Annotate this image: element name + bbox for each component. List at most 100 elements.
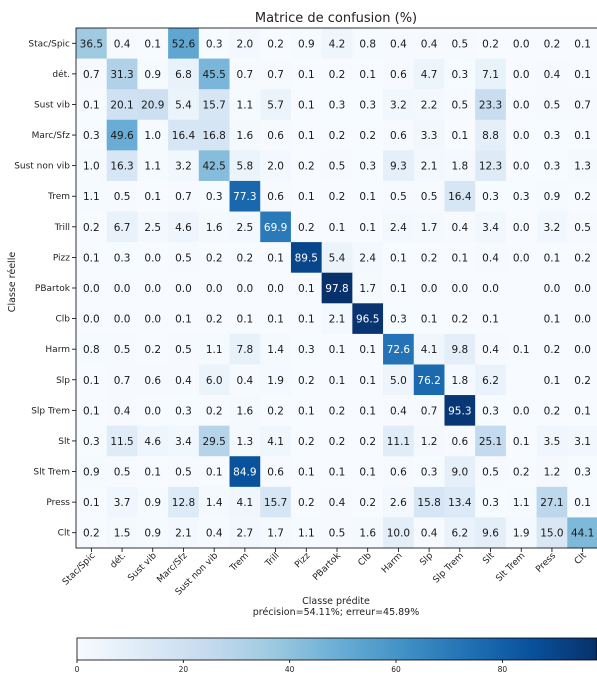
cell-value-label: 0.0: [175, 283, 192, 295]
heatmap-cell: [321, 180, 353, 212]
heatmap-cell: [413, 242, 445, 274]
cell-value-label: 0.1: [144, 38, 161, 50]
cell-value-label: 0.1: [298, 467, 315, 479]
cell-value-label: 0.1: [390, 252, 407, 264]
cell-value-label: 0.0: [513, 405, 530, 417]
cell-value-label: 0.5: [329, 528, 346, 540]
cell-value-label: 1.5: [114, 528, 131, 540]
heatmap-cell: [536, 303, 568, 335]
cell-value-label: 0.6: [144, 375, 161, 387]
cell-value-label: 0.1: [298, 283, 315, 295]
heatmap-cell: [413, 150, 445, 182]
cell-value-label: 0.1: [574, 38, 591, 50]
heatmap-cell: [137, 119, 169, 151]
heatmap-cell: [536, 119, 568, 151]
cell-value-label: 0.4: [390, 405, 407, 417]
cell-value-label: 25.1: [479, 436, 502, 448]
cell-value-label: 0.5: [175, 344, 192, 356]
heatmap-cell: [198, 272, 230, 304]
heatmap-cell: [444, 89, 476, 121]
cell-value-label: 0.1: [359, 191, 376, 203]
heatmap-cell: [198, 395, 230, 427]
heatmap-cell: [137, 364, 169, 396]
heatmap-cell: [106, 395, 138, 427]
cell-value-label: 42.5: [202, 161, 225, 173]
cell-value-label: 9.6: [482, 528, 499, 540]
cell-value-label: 69.9: [264, 222, 287, 234]
cell-value-label: 0.1: [329, 467, 346, 479]
heatmap-cell: [444, 395, 476, 427]
cell-value-label: 0.5: [175, 467, 192, 479]
cell-value-label: 0.2: [267, 405, 284, 417]
heatmap-cell: [229, 395, 261, 427]
cell-value-label: 0.3: [114, 252, 131, 264]
heatmap-cell: [475, 425, 507, 457]
cell-value-label: 0.5: [114, 191, 131, 203]
cell-value-label: 1.4: [267, 344, 284, 356]
cell-value-label: 4.7: [421, 69, 438, 81]
x-tick-label: Trem: [228, 551, 251, 574]
cell-value-label: 44.1: [571, 528, 594, 540]
cell-value-label: 0.2: [298, 161, 315, 173]
cell-value-label: 11.1: [387, 436, 410, 448]
heatmap-cell: [76, 211, 108, 243]
heatmap-cell: [76, 517, 108, 549]
heatmap-cell: [290, 242, 323, 274]
heatmap-cell: [444, 242, 476, 274]
heatmap-cell: [229, 486, 261, 518]
heatmap-cell: [413, 486, 445, 518]
cell-value-label: 0.0: [144, 283, 161, 295]
cell-value-label: 1.1: [298, 528, 315, 540]
cell-value-label: 0.1: [298, 130, 315, 142]
heatmap-cell: [198, 456, 230, 488]
heatmap-cell: [352, 272, 384, 304]
heatmap-cell: [106, 211, 138, 243]
x-tick-label: dét.: [108, 550, 128, 570]
cell-value-label: 0.0: [513, 222, 530, 234]
cell-value-label: 0.9: [83, 467, 100, 479]
heatmap-cell: [352, 303, 384, 335]
heatmap-cell: [536, 364, 568, 396]
heatmap-cell: [290, 272, 323, 304]
heatmap-cell: [198, 242, 230, 274]
heatmap-cell: [76, 180, 108, 212]
cell-value-label: 0.1: [359, 344, 376, 356]
cell-value-label: 0.1: [83, 375, 100, 387]
heatmap-cell: [229, 211, 261, 243]
cell-value-label: 0.5: [390, 191, 407, 203]
cell-value-label: 0.3: [83, 130, 100, 142]
cell-value-label: 0.1: [513, 344, 530, 356]
colorbar-tick-label: 40: [285, 665, 295, 674]
cell-value-label: 0.2: [513, 467, 530, 479]
cell-value-label: 0.5: [482, 467, 499, 479]
cell-value-label: 0.7: [114, 375, 131, 387]
cell-value-label: 0.2: [574, 252, 591, 264]
cell-value-label: 1.3: [574, 161, 591, 173]
heatmap-cell: [536, 395, 568, 427]
cell-value-label: 2.0: [267, 161, 284, 173]
heatmap-cell: [444, 364, 476, 396]
cell-value-label: 23.3: [479, 99, 502, 111]
heatmap-cell: [76, 333, 108, 365]
cell-value-label: 0.3: [451, 69, 468, 81]
heatmap-cell: [260, 303, 292, 335]
cell-value-label: 0.1: [298, 405, 315, 417]
heatmap-cell: [383, 242, 415, 274]
colorbar-tick-label: 60: [391, 665, 401, 674]
heatmap-cell: [198, 58, 230, 90]
cell-value-label: 0.2: [359, 130, 376, 142]
heatmap-cell: [106, 364, 138, 396]
cell-value-label: 0.5: [114, 467, 131, 479]
heatmap-cell: [106, 119, 138, 151]
cell-value-label: 0.1: [298, 99, 315, 111]
cell-value-label: 0.2: [329, 436, 346, 448]
y-tick-label: Slt: [58, 437, 70, 447]
cell-value-label: 0.4: [114, 38, 131, 50]
cell-value-label: 0.1: [544, 314, 561, 326]
heatmap-cell: [567, 180, 597, 212]
cell-value-label: 0.0: [513, 69, 530, 81]
y-tick-label: Marc/Sfz: [32, 131, 71, 141]
cell-value-label: 15.7: [202, 99, 225, 111]
y-tick-label: Slt Trem: [33, 468, 70, 478]
heatmap-cell: [383, 58, 415, 90]
